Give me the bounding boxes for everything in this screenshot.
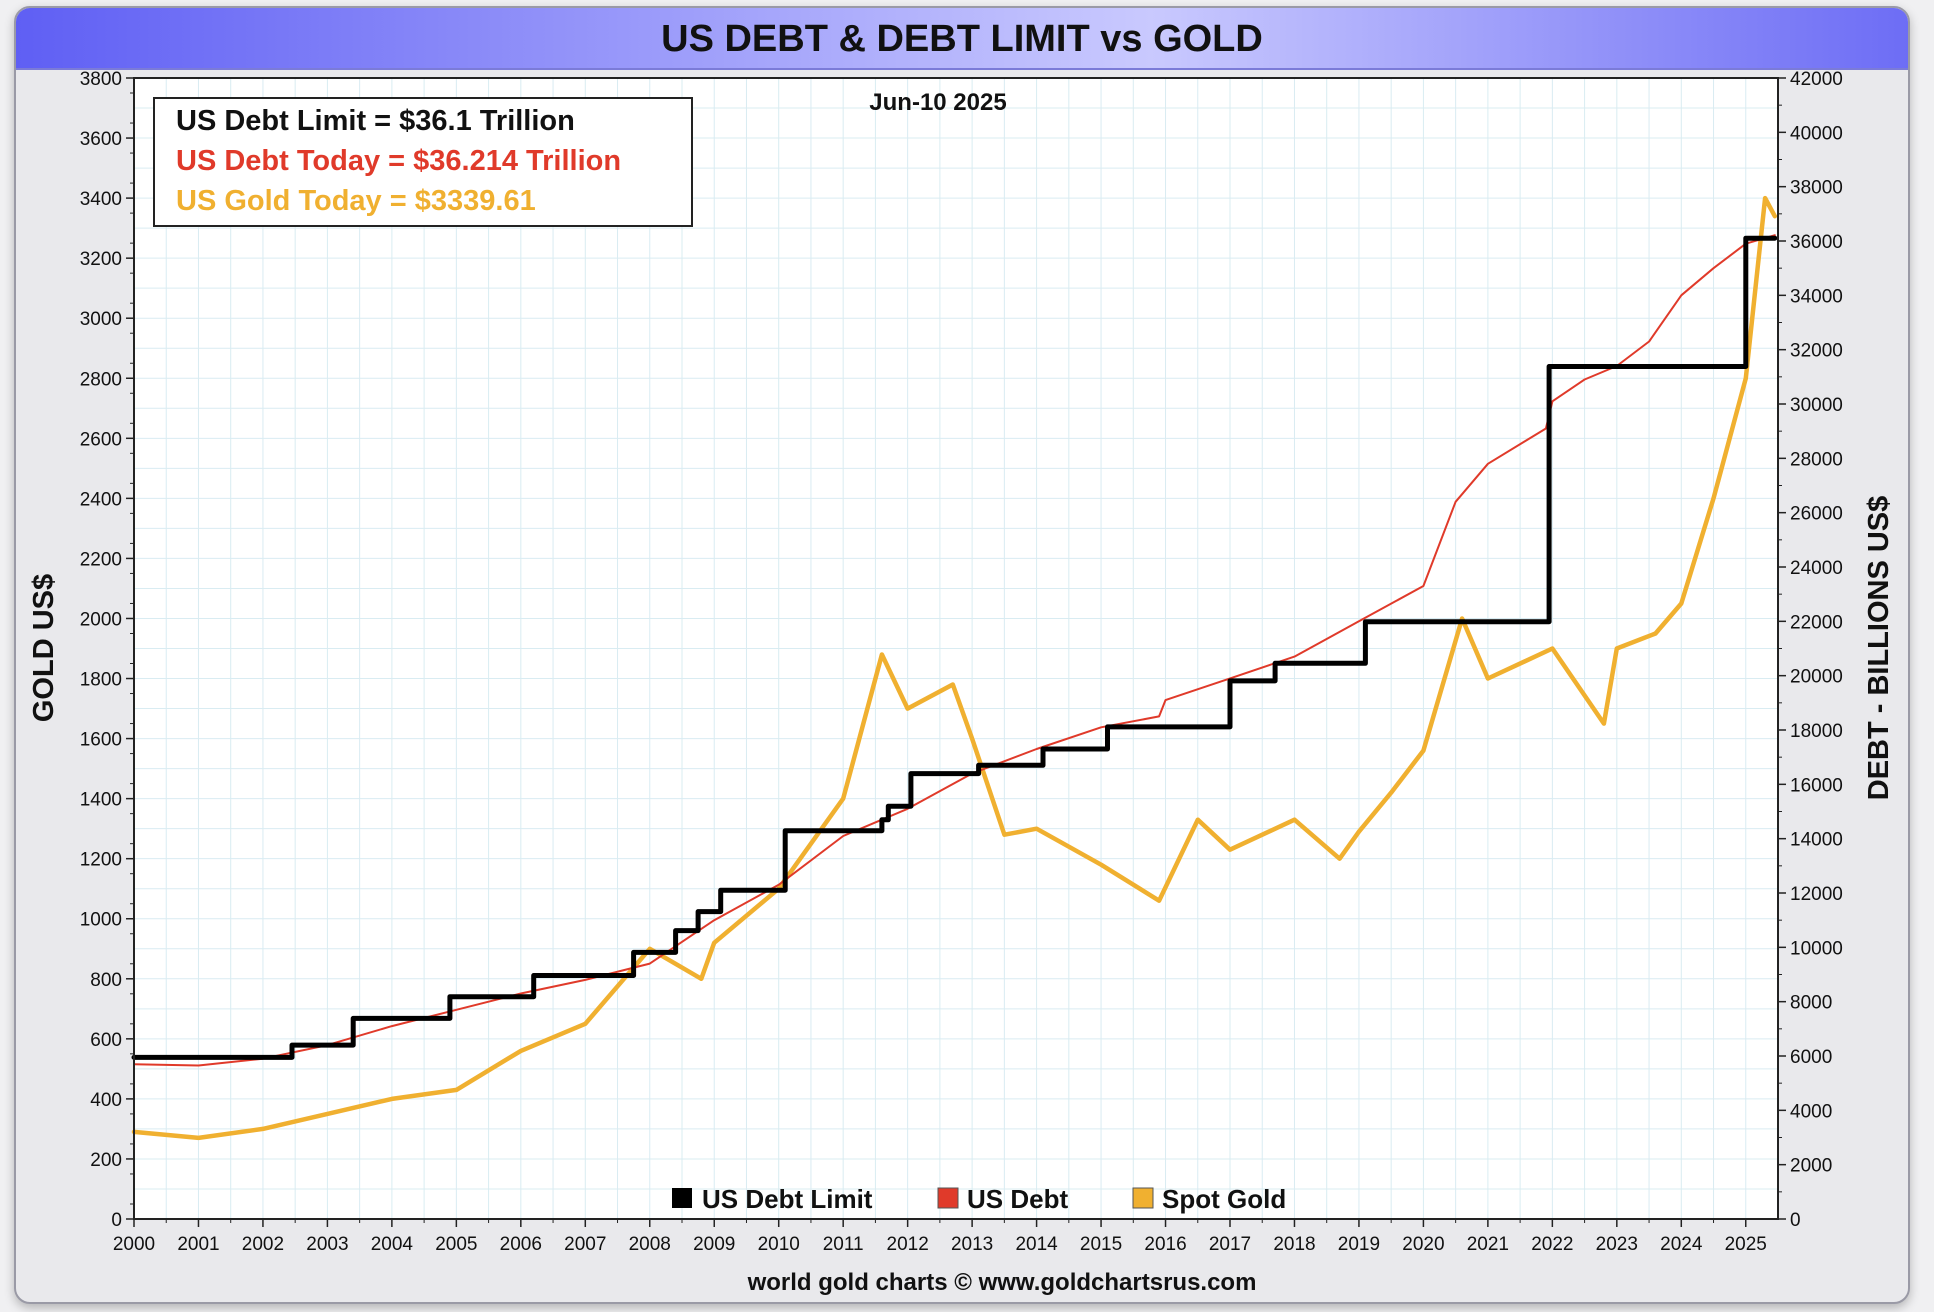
y-tick-label: 800: [90, 970, 122, 991]
legend: US Debt Limit US Debt Spot Gold: [672, 1184, 1286, 1214]
x-tick-label: 2020: [1402, 1234, 1444, 1255]
info-debt-today: US Debt Today = $36.214 Trillion: [176, 145, 621, 177]
y2-tick-label: 4000: [1790, 1101, 1832, 1122]
y2-tick-label: 10000: [1790, 938, 1843, 959]
x-tick-label: 2021: [1467, 1234, 1509, 1255]
x-tick-label: 2012: [887, 1234, 929, 1255]
x-tick-label: 2010: [758, 1234, 800, 1255]
y-tick-label: 400: [90, 1090, 122, 1111]
x-tick-label: 2018: [1273, 1234, 1315, 1255]
y-tick-label: 3600: [80, 129, 122, 150]
x-tick-label: 2024: [1660, 1234, 1703, 1255]
x-tick-label: 2014: [1015, 1234, 1058, 1255]
x-tick-label: 2015: [1080, 1234, 1122, 1255]
legend-label-gold: Spot Gold: [1162, 1184, 1286, 1214]
info-box-border: [153, 97, 693, 227]
y2-tick-label: 0: [1790, 1210, 1801, 1231]
info-box: US Debt Limit = $36.1 Trillion US Debt T…: [153, 97, 693, 227]
info-gold-today: US Gold Today = $3339.61: [176, 185, 536, 217]
y2-tick-label: 2000: [1790, 1156, 1832, 1177]
y-tick-label: 2600: [80, 429, 122, 450]
y2-tick-label: 6000: [1790, 1047, 1832, 1068]
y-tick-label: 2000: [80, 609, 122, 630]
x-tick-label: 2023: [1596, 1234, 1638, 1255]
x-tick-label: 2003: [306, 1234, 348, 1255]
y2-axis-label: DEBT - BILLIONS US$: [1863, 496, 1895, 801]
y2-tick-label: 34000: [1790, 286, 1843, 307]
x-tick-label: 2006: [500, 1234, 542, 1255]
chart-title: US DEBT & DEBT LIMIT vs GOLD: [661, 18, 1263, 60]
legend-swatch-gold: [1132, 1187, 1154, 1209]
y-tick-label: 600: [90, 1030, 122, 1051]
legend-label-debt: US Debt: [967, 1184, 1068, 1214]
x-tick-label: 2004: [371, 1234, 414, 1255]
y-tick-label: 0: [111, 1210, 122, 1231]
x-tick-label: 2025: [1725, 1234, 1767, 1255]
x-tick-label: 2019: [1338, 1234, 1380, 1255]
y2-tick-label: 16000: [1790, 775, 1843, 796]
title-bar: [16, 8, 1908, 70]
y2-tick-label: 28000: [1790, 449, 1843, 470]
y-tick-label: 1600: [80, 730, 122, 751]
y2-tick-label: 22000: [1790, 612, 1843, 633]
y2-tick-label: 42000: [1790, 69, 1843, 90]
info-debt-limit: US Debt Limit = $36.1 Trillion: [176, 105, 575, 137]
x-axis: 2000 2001 2002 2003 2004 2005 2006 2007 2008 2009…: [113, 1219, 1767, 1255]
x-tick-label: 2011: [823, 1234, 864, 1255]
x-tick-label: 2016: [1144, 1234, 1186, 1255]
y-tick-label: 2800: [80, 369, 122, 390]
y-tick-label: 2200: [80, 549, 122, 570]
right-axis: 0 2000 4000 6000 8000 10000 12000 14000 16000 180…: [1778, 69, 1843, 1231]
y2-tick-label: 40000: [1790, 123, 1843, 144]
series-layer: [131, 195, 1778, 1141]
y-tick-label: 1000: [80, 910, 122, 931]
x-tick-label: 2005: [435, 1234, 477, 1255]
y-tick-label: 3200: [80, 249, 122, 270]
x-tick-label: 2017: [1209, 1234, 1251, 1255]
date-label: Jun-10 2025: [869, 89, 1006, 116]
y2-tick-label: 20000: [1790, 667, 1843, 688]
y-tick-label: 2400: [80, 489, 122, 510]
credit-text: world gold charts © www.goldchartsrus.co…: [747, 1269, 1257, 1296]
series-line-us-debt: [133, 234, 1776, 1067]
y-tick-label: 200: [90, 1150, 122, 1171]
y-tick-label: 3800: [80, 69, 122, 90]
y2-tick-label: 38000: [1790, 178, 1843, 199]
x-tick-label: 2002: [242, 1234, 284, 1255]
y-tick-label: 3400: [80, 189, 122, 210]
y2-tick-label: 12000: [1790, 884, 1843, 905]
x-tick-label: 2001: [177, 1234, 219, 1255]
y2-tick-label: 30000: [1790, 395, 1843, 416]
y2-tick-label: 18000: [1790, 721, 1843, 742]
y2-tick-label: 36000: [1790, 232, 1843, 253]
y2-tick-label: 8000: [1790, 993, 1832, 1014]
y-tick-label: 1800: [80, 670, 122, 691]
x-tick-label: 2000: [113, 1234, 155, 1255]
series-line-us-debt-limit: [131, 235, 1778, 1060]
x-tick-label: 2009: [693, 1234, 735, 1255]
x-tick-label: 2008: [629, 1234, 671, 1255]
y2-tick-label: 24000: [1790, 558, 1843, 579]
left-axis: 0 200 400 600 800 1000 1200 1400 1600 1800 2000 220…: [80, 69, 134, 1231]
y-tick-label: 3000: [80, 309, 122, 330]
x-tick-label: 2007: [564, 1234, 606, 1255]
y2-tick-label: 26000: [1790, 504, 1843, 525]
y2-tick-label: 32000: [1790, 341, 1843, 362]
series-line-spot-gold: [131, 195, 1778, 1141]
y2-tick-label: 14000: [1790, 830, 1843, 851]
legend-label-debt-limit: US Debt Limit: [702, 1184, 873, 1214]
x-tick-label: 2013: [951, 1234, 993, 1255]
x-tick-label: 2022: [1531, 1234, 1573, 1255]
y-tick-label: 1200: [80, 850, 122, 871]
legend-swatch-debt: [937, 1187, 959, 1209]
y-axis-label: GOLD US$: [28, 574, 60, 722]
y-tick-label: 1400: [80, 790, 122, 811]
legend-swatch-debt-limit: [672, 1188, 692, 1208]
